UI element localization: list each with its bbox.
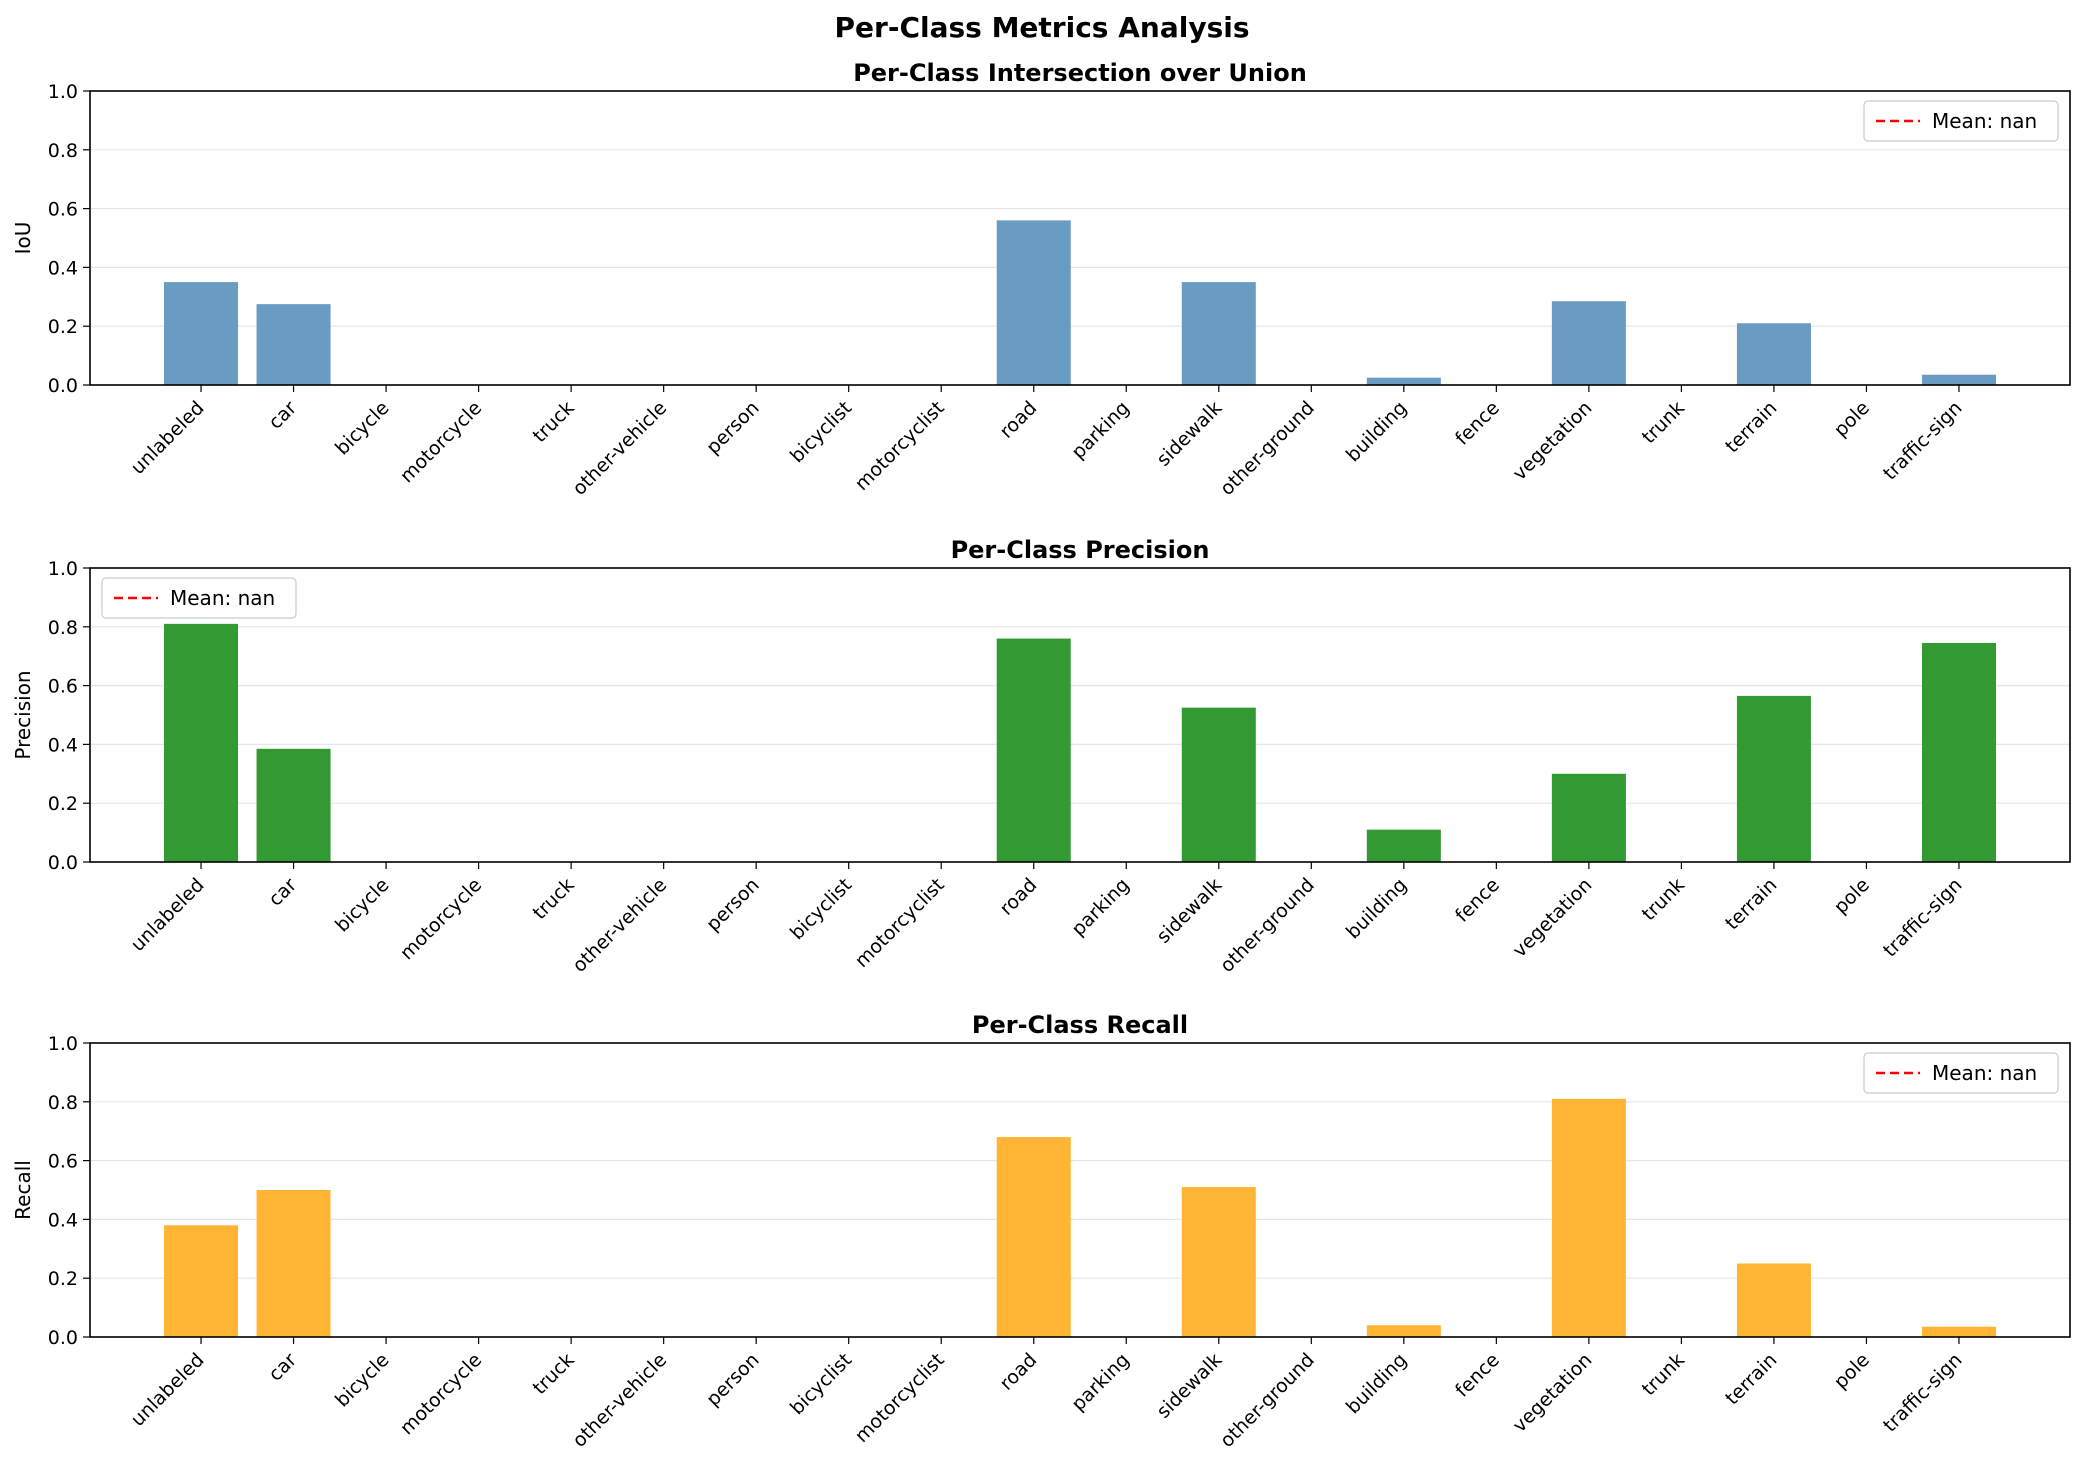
iou-ytick-label: 0.4: [48, 257, 78, 279]
iou-title: Per-Class Intersection over Union: [853, 59, 1307, 87]
precision-ytick-label: 0.8: [48, 617, 78, 639]
precision-ytick-label: 0.6: [48, 676, 78, 698]
recall-bar-car: [256, 1190, 331, 1337]
recall-legend-label: Mean: nan: [1932, 1061, 2037, 1085]
recall-bar-terrain: [1736, 1263, 1811, 1337]
iou-bar-sidewalk: [1181, 282, 1256, 385]
figure-title: Per-Class Metrics Analysis: [835, 11, 1250, 44]
iou-ytick-label: 0.2: [48, 316, 78, 338]
iou-bar-traffic-sign: [1921, 374, 1996, 385]
recall-ylabel: Recall: [11, 1160, 35, 1220]
recall-ytick-label: 0.0: [48, 1327, 78, 1349]
iou-bar-car: [256, 304, 331, 385]
precision-legend-label: Mean: nan: [170, 586, 275, 610]
iou-bar-vegetation: [1551, 301, 1626, 385]
iou-bar-building: [1366, 377, 1441, 385]
precision-bar-vegetation: [1551, 773, 1626, 862]
iou-ytick-label: 0.8: [48, 140, 78, 162]
precision-title: Per-Class Precision: [951, 536, 1210, 564]
iou-legend-box: [1863, 100, 2059, 142]
iou-ytick-label: 1.0: [48, 81, 78, 103]
precision-bar-terrain: [1736, 695, 1811, 862]
precision-bar-sidewalk: [1181, 707, 1256, 862]
recall-axes-frame: [89, 1042, 2071, 1338]
precision-bar-unlabeled: [164, 623, 239, 862]
recall-bar-building: [1366, 1325, 1441, 1337]
iou-ytick-label: 0.0: [48, 375, 78, 397]
iou-legend-label: Mean: nan: [1932, 109, 2037, 133]
precision-ytick-label: 0.2: [48, 793, 78, 815]
recall-ytick-label: 0.2: [48, 1268, 78, 1290]
precision-bar-building: [1366, 829, 1441, 862]
precision-axes-frame: [89, 567, 2071, 863]
recall-ytick-label: 1.0: [48, 1033, 78, 1055]
recall-title: Per-Class Recall: [972, 1011, 1188, 1039]
recall-ytick-label: 0.4: [48, 1209, 78, 1231]
recall-bar-unlabeled: [164, 1225, 239, 1337]
recall-bar-sidewalk: [1181, 1187, 1256, 1337]
iou-bar-unlabeled: [164, 282, 239, 385]
recall-bar-vegetation: [1551, 1098, 1626, 1337]
precision-ytick-label: 1.0: [48, 558, 78, 580]
precision-ytick-label: 0.0: [48, 852, 78, 874]
precision-ylabel: Precision: [11, 670, 35, 759]
precision-bar-traffic-sign: [1921, 642, 1996, 862]
precision-ytick-label: 0.4: [48, 734, 78, 756]
recall-ytick-label: 0.6: [48, 1151, 78, 1173]
recall-legend: Mean: nan: [1863, 1052, 2059, 1094]
iou-legend: Mean: nan: [1863, 100, 2059, 142]
precision-legend-box: [101, 577, 297, 619]
precision-bar-car: [256, 748, 331, 862]
iou-bar-terrain: [1736, 323, 1811, 385]
recall-bar-traffic-sign: [1921, 1326, 1996, 1337]
iou-axes-frame: [89, 90, 2071, 386]
iou-ylabel: IoU: [11, 222, 35, 255]
precision-legend: Mean: nan: [101, 577, 297, 619]
recall-bar-road: [996, 1137, 1071, 1337]
recall-ytick-label: 0.8: [48, 1092, 78, 1114]
iou-bar-road: [996, 220, 1071, 385]
precision-bar-road: [996, 638, 1071, 862]
recall-legend-box: [1863, 1052, 2059, 1094]
iou-ytick-label: 0.6: [48, 199, 78, 221]
